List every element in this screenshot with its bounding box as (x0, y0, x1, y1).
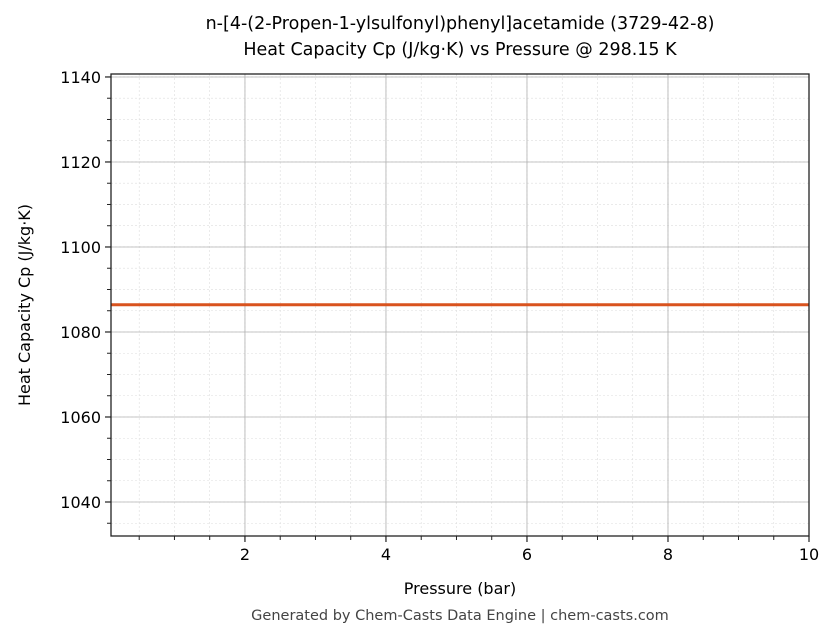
y-tick-label: 1140 (60, 68, 101, 87)
y-tick-label: 1060 (60, 408, 101, 427)
x-tick-label: 4 (381, 545, 391, 564)
y-tick-label: 1120 (60, 153, 101, 172)
y-axis-label: Heat Capacity Cp (J/kg·K) (15, 204, 34, 406)
chart-title: n-[4-(2-Propen-1-ylsulfonyl)phenyl]aceta… (205, 14, 715, 34)
x-tick-label: 6 (522, 545, 532, 564)
plot-frame (110, 73, 810, 537)
y-tick-label: 1080 (60, 323, 101, 342)
x-axis-label: Pressure (bar) (404, 579, 516, 598)
y-tick-label: 1040 (60, 493, 101, 512)
y-tick-label: 1100 (60, 238, 101, 257)
x-tick-label: 10 (799, 545, 819, 564)
x-tick-label: 8 (663, 545, 673, 564)
chart-subtitle: Heat Capacity Cp (J/kg·K) vs Pressure @ … (243, 40, 677, 60)
footer-credit: Generated by Chem-Casts Data Engine | ch… (251, 608, 669, 624)
x-tick-label: 2 (240, 545, 250, 564)
